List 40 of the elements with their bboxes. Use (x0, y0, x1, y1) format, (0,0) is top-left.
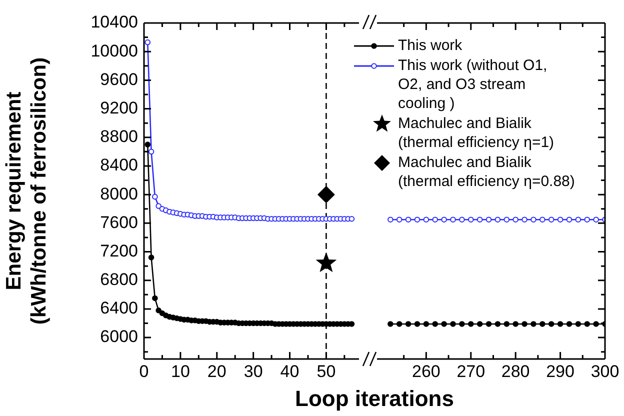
y-tick-label: 7600 (100, 212, 138, 232)
x-tick-label: 30 (244, 362, 263, 381)
x-tick-label: 50 (316, 362, 336, 381)
legend-label: Machulec and Bialik (thermal efficiency η=1) (398, 114, 556, 152)
y-tick-label: 6400 (100, 298, 138, 318)
point (152, 194, 158, 200)
y-tick-label: 8400 (100, 156, 138, 175)
point (144, 142, 151, 148)
point (318, 186, 335, 204)
legend-label: Machulec and Bialik (thermal efficiency η=0.88) (398, 153, 576, 191)
x-tick-label: 270 (456, 362, 486, 381)
x-axis-title: Loop iterations (294, 386, 455, 412)
point (316, 252, 337, 272)
x-tick-label: 280 (501, 362, 530, 381)
y-tick-label: 6000 (100, 327, 138, 346)
x-tick-label: 40 (280, 362, 300, 381)
y-tick-label: 8000 (100, 184, 138, 204)
x-tick-label: 0 (139, 362, 149, 381)
legend-label: This work (398, 36, 464, 55)
y-axis-title: Energy requirement (kWh/tonne of ferrosilicon) (2, 57, 51, 325)
point (152, 295, 158, 302)
legend-label: This work (without O1, O2, and O3 stream cooling ) (398, 56, 548, 113)
y-tick-label: 10400 (90, 12, 138, 32)
point (156, 203, 162, 209)
x-tick-label: 20 (207, 362, 226, 381)
point (348, 216, 355, 222)
x-tick-label: 260 (412, 362, 440, 381)
y-tick-label: 10000 (90, 41, 138, 60)
y-tick-label: 9600 (100, 70, 138, 89)
y-tick-label: 8800 (100, 127, 138, 146)
y-tick-label: 6800 (100, 270, 138, 290)
point (148, 148, 154, 155)
point (148, 254, 154, 260)
x-tick-label: 290 (546, 362, 574, 381)
x-tick-label: 300 (590, 362, 620, 381)
point (156, 307, 162, 314)
y-tick-label: 9200 (100, 98, 138, 118)
x-tick-label: 10 (170, 362, 190, 381)
y-tick-label: 7200 (100, 241, 138, 260)
point (144, 39, 151, 46)
